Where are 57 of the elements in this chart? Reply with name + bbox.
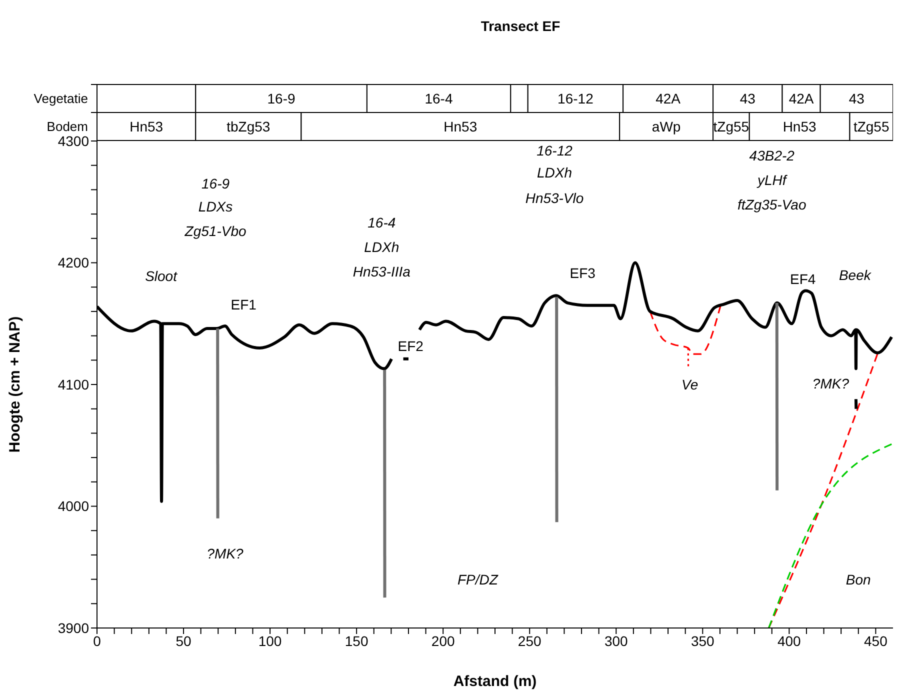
annotation: ftZg35-Vao <box>737 196 806 212</box>
text: Bodem <box>46 119 88 134</box>
annotation: LDXs <box>198 198 233 215</box>
text: Vegetatie <box>34 91 88 106</box>
text: 16-9 <box>267 90 296 106</box>
series-label: EF4 <box>790 270 816 287</box>
annotation: Hn53-Vlo <box>525 190 584 206</box>
annotation: Bon <box>846 571 872 588</box>
annotation: Hn53-IIIa <box>352 263 411 280</box>
annotation: Beek <box>838 266 872 283</box>
text: 42A <box>788 90 814 106</box>
annotation: LDXh <box>537 164 572 181</box>
x-tick-label: 100 <box>258 632 282 649</box>
annotation: ?MK? <box>812 375 850 392</box>
annotation: 16-9 <box>202 176 230 192</box>
text: aWp <box>652 118 681 134</box>
annotation: Ve <box>682 376 698 392</box>
text: tZg55 <box>853 118 890 134</box>
annotation: 16-12 <box>536 142 573 159</box>
text: 43 <box>740 90 756 106</box>
text: Hn53 <box>444 118 478 134</box>
x-tick-label: 200 <box>431 632 455 649</box>
x-tick-label: 150 <box>344 632 368 649</box>
series-label: EF1 <box>230 296 257 312</box>
x-tick-label: 350 <box>690 632 715 649</box>
y-tick-label: 4000 <box>58 498 90 514</box>
text: Transect EF <box>480 17 562 36</box>
x-axis-title: Afstand (m) <box>453 673 537 690</box>
annotation: yLHf <box>756 172 788 188</box>
y-axis-title: Hoogte (cm + NAP) <box>6 316 24 453</box>
series-label: EF2 <box>398 338 424 354</box>
text: tbZg53 <box>226 118 270 134</box>
x-tick-label: 0 <box>93 632 102 649</box>
text: 16-4 <box>424 90 453 106</box>
annotation: Sloot <box>145 268 178 284</box>
annotation: LDXh <box>364 238 400 255</box>
y-tick-label: 4300 <box>58 132 90 149</box>
text: 42A <box>656 90 682 106</box>
annotation: Zg51-Vbo <box>184 223 246 240</box>
x-tick-label: 300 <box>604 632 628 649</box>
annotation: 16-4 <box>368 214 396 231</box>
y-tick-label: 3900 <box>58 620 90 636</box>
y-tick-label: 4100 <box>58 376 90 392</box>
x-tick-label: 450 <box>864 632 888 649</box>
text: 16-12 <box>558 90 594 106</box>
text: Hn53 <box>130 118 164 134</box>
x-tick-label: 50 <box>176 632 192 649</box>
y-tick-label: 4200 <box>58 254 90 271</box>
x-tick-label: 400 <box>777 632 802 649</box>
text: Hn53 <box>782 118 817 134</box>
annotation: ?MK? <box>206 546 244 562</box>
text: tZg55 <box>713 118 750 134</box>
text: 43 <box>848 90 865 106</box>
series-label: EF3 <box>570 264 596 281</box>
annotation: FP/DZ <box>457 571 498 588</box>
x-tick-label: 250 <box>518 632 542 649</box>
annotation: 43B2-2 <box>749 148 795 164</box>
